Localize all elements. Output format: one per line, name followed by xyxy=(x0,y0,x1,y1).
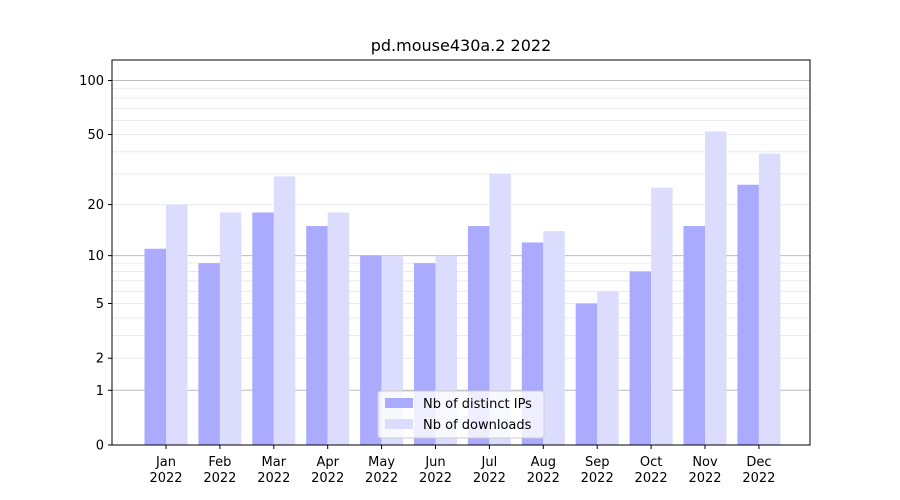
x-tick-label-year: 2022 xyxy=(473,471,506,486)
bar-downloads xyxy=(489,173,511,446)
bar-distinct-ips xyxy=(737,184,759,445)
bar-distinct-ips xyxy=(467,226,490,445)
y-tick-label: 1 xyxy=(96,384,104,399)
bar-distinct-ips xyxy=(575,303,598,445)
x-tick-label-year: 2022 xyxy=(311,471,344,486)
bar-downloads xyxy=(166,204,188,445)
legend-swatch-distinct-ips xyxy=(385,398,413,408)
legend-box xyxy=(377,390,545,439)
x-tick-label-year: 2022 xyxy=(365,471,398,486)
bar-distinct-ips xyxy=(629,271,652,445)
x-tick-label-month: Mar xyxy=(262,455,287,470)
x-tick-label-year: 2022 xyxy=(742,471,775,486)
legend-label-downloads: Nb of downloads xyxy=(423,418,532,433)
bar-distinct-ips xyxy=(252,212,274,445)
x-tick-label-month: Feb xyxy=(208,455,231,470)
x-tick-label-year: 2022 xyxy=(527,471,560,486)
x-tick-label-month: Oct xyxy=(640,455,662,470)
legend: Nb of distinct IPs Nb of downloads xyxy=(377,390,545,439)
bar-distinct-ips xyxy=(306,226,328,445)
x-tick-label-month: Jul xyxy=(481,455,498,470)
bar-distinct-ips xyxy=(360,255,382,445)
x-tick-label-month: Jan xyxy=(155,455,176,470)
y-tick-label: 0 xyxy=(96,439,104,454)
y-tick-label: 2 xyxy=(96,352,104,367)
legend-label-distinct-ips: Nb of distinct IPs xyxy=(423,397,532,412)
bar-downloads xyxy=(327,212,350,445)
x-tick-label-month: May xyxy=(368,455,395,470)
y-tick-label: 100 xyxy=(79,74,104,89)
y-tick-label: 20 xyxy=(87,198,104,213)
x-tick-label-month: Dec xyxy=(746,455,771,470)
bar-downloads xyxy=(758,153,781,445)
y-tick-label: 50 xyxy=(87,128,104,143)
bar-downloads xyxy=(597,291,619,445)
x-tick-label-year: 2022 xyxy=(149,471,182,486)
x-tick-label-year: 2022 xyxy=(203,471,236,486)
bar-distinct-ips xyxy=(683,226,705,445)
x-tick-label-year: 2022 xyxy=(419,471,452,486)
bars xyxy=(144,131,781,446)
y-tick-label: 10 xyxy=(87,249,104,264)
bar-downloads xyxy=(543,231,565,445)
bar-downloads xyxy=(705,131,727,445)
bar-downloads xyxy=(651,187,673,445)
bar-distinct-ips xyxy=(198,263,220,445)
x-tick-label-year: 2022 xyxy=(257,471,290,486)
x-tick-label-year: 2022 xyxy=(581,471,614,486)
x-tick-label-month: Jun xyxy=(424,455,445,470)
bar-downloads xyxy=(219,212,242,445)
bar-distinct-ips xyxy=(144,248,166,445)
legend-swatch-downloads xyxy=(385,419,413,429)
chart-title: pd.mouse430a.2 2022 xyxy=(371,36,552,55)
x-tick-label-month: Aug xyxy=(531,455,556,470)
plot-area-frame xyxy=(111,59,811,446)
y-axis: 0 1 2 5 10 20 50 100 xyxy=(79,74,112,454)
x-tick-label-year: 2022 xyxy=(635,471,668,486)
x-tick-label-year: 2022 xyxy=(688,471,721,486)
x-tick-label-month: Sep xyxy=(585,455,610,470)
bar-downloads xyxy=(273,176,296,445)
y-tick-label: 5 xyxy=(96,297,104,312)
x-tick-label-month: Nov xyxy=(692,455,718,470)
x-axis: Jan2022Feb2022Mar2022Apr2022May2022Jun20… xyxy=(149,445,775,486)
x-tick-label-month: Apr xyxy=(316,455,339,470)
